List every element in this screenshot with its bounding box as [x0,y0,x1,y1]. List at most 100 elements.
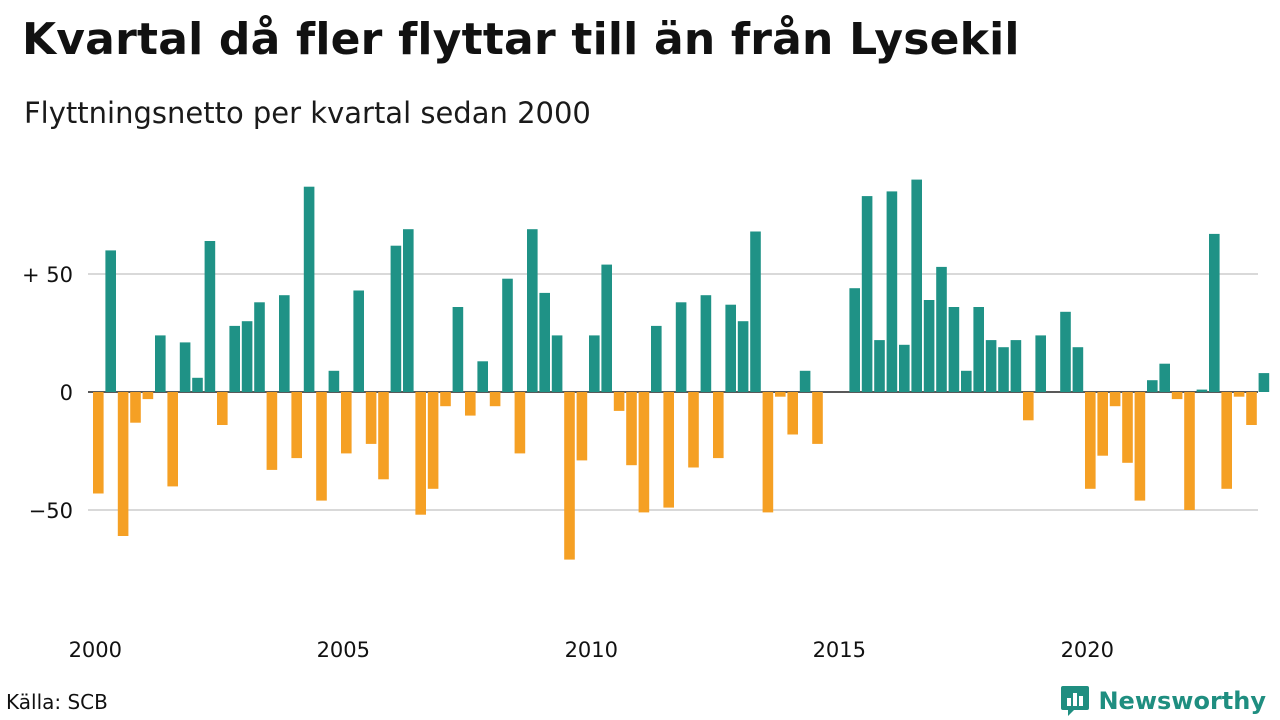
bar-positive [477,361,488,392]
bar-positive [737,321,749,392]
bar-positive [1258,373,1270,392]
bar-negative [576,392,588,461]
bar-positive [998,347,1009,392]
bar-negative [142,392,154,400]
bar-positive [985,340,997,392]
bar-negative [130,392,141,423]
bar-negative [1023,392,1034,421]
bar-positive [849,288,860,392]
bar-negative [465,392,476,416]
bar-positive [886,191,898,392]
bar-positive [651,325,662,392]
bar-positive [241,321,253,392]
bar-negative [427,392,439,489]
bar-negative [316,392,327,501]
bar-positive [750,231,761,392]
bar-positive [923,300,935,392]
bar-negative [1171,392,1183,400]
bar-positive [105,250,116,392]
bar-positive [725,304,736,392]
bar-positive [539,292,550,392]
bar-negative [217,392,228,425]
bar-negative [378,392,389,480]
x-tick-label: 2020 [1061,638,1114,662]
bar-positive [1147,380,1158,392]
chart-title: Kvartal då fler flyttar till än från Lys… [22,14,1020,65]
bar-negative [1109,392,1121,407]
bar-positive [179,342,191,392]
bar-negative [93,392,104,494]
bar-chart: + 50 0 −50 2000 2005 2010 2015 2020 [22,179,1270,662]
bar-negative [787,392,798,435]
bar-negative [1122,392,1133,463]
y-tick-label: + 50 [22,263,73,287]
bar-positive [328,370,340,392]
bar-negative [688,392,699,468]
bar-negative [713,392,724,459]
bar-positive [502,278,513,392]
bar-positive [961,370,972,392]
bar-negative [1184,392,1195,510]
bar-positive [390,245,402,392]
bar-negative [1233,392,1245,397]
bar-negative [663,392,674,508]
bar-positive [589,335,600,392]
bar-positive [155,335,166,392]
bar-positive [973,307,984,392]
bar-positive [936,266,947,392]
bar-negative [266,392,278,470]
x-axis-labels: 2000 2005 2010 2015 2020 [69,638,1114,662]
y-tick-label: 0 [60,381,73,405]
bar-positive [1159,363,1170,392]
bar-positive [700,295,712,392]
bar-negative [415,392,426,515]
bar-negative [341,392,352,454]
bar-positive [254,302,265,392]
bar-negative [365,392,377,444]
x-tick-label: 2005 [317,638,370,662]
bar-negative [564,392,575,560]
bars [93,179,1270,560]
bar-positive [1010,340,1022,392]
bar-positive [192,377,203,392]
bar-positive [303,186,315,392]
bar-negative [1085,392,1096,489]
x-tick-label: 2000 [69,638,122,662]
y-axis-labels: + 50 0 −50 [22,263,73,523]
bar-positive [1035,335,1046,392]
bar-positive [899,344,910,392]
bar-negative [291,392,302,459]
bar-positive [601,264,612,392]
bar-negative [489,392,501,407]
bar-positive [1209,233,1220,392]
bar-positive [1060,311,1071,392]
bar-negative [812,392,823,444]
bar-positive [204,241,216,392]
bar-negative [1246,392,1257,425]
bar-negative [514,392,526,454]
bar-positive [911,179,922,392]
bar-negative [613,392,625,411]
x-tick-label: 2015 [813,638,866,662]
bar-positive [799,370,811,392]
bar-negative [1221,392,1232,489]
y-tick-label: −50 [29,499,73,523]
bar-negative [638,392,650,513]
bar-positive [675,302,687,392]
bar-negative [1097,392,1108,456]
bar-positive [279,295,290,392]
bar-positive [353,290,364,392]
bar-negative [117,392,129,536]
bar-negative [167,392,178,487]
source-note: Källa: SCB [6,690,108,714]
bar-positive [861,196,873,392]
bar-positive [229,325,240,392]
brand-name: Newsworthy [1098,687,1266,715]
bar-positive [1196,389,1208,392]
bar-positive [527,229,538,392]
bar-positive [874,340,885,392]
chart-subtitle: Flyttningsnetto per kvartal sedan 2000 [24,96,591,130]
bar-chart-logo-icon [1061,686,1090,716]
bar-positive [551,335,563,392]
bar-positive [403,229,414,392]
